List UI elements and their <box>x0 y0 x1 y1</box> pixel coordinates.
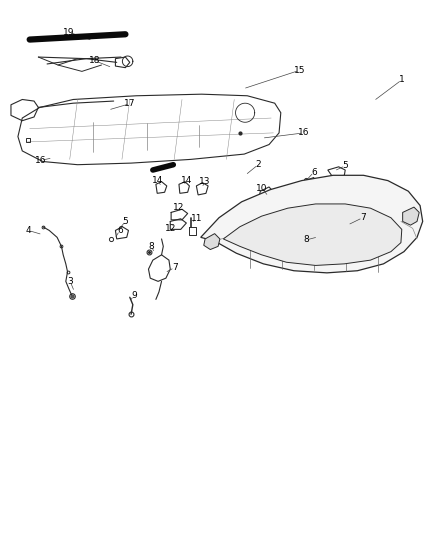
Polygon shape <box>403 207 419 225</box>
Text: 14: 14 <box>181 176 192 185</box>
Text: 19: 19 <box>63 28 74 37</box>
Text: 13: 13 <box>199 177 211 186</box>
Text: 15: 15 <box>294 66 305 75</box>
Text: 12: 12 <box>173 203 185 212</box>
Text: 9: 9 <box>131 291 137 300</box>
Text: 16: 16 <box>298 128 310 138</box>
Text: 18: 18 <box>89 56 101 65</box>
Text: 3: 3 <box>67 277 73 286</box>
Text: 5: 5 <box>123 217 128 226</box>
Polygon shape <box>223 204 402 265</box>
Text: 5: 5 <box>343 161 348 170</box>
Text: 10: 10 <box>256 183 268 192</box>
Text: 4: 4 <box>25 226 31 235</box>
Text: 2: 2 <box>255 160 261 169</box>
Text: 6: 6 <box>117 226 123 235</box>
Text: 16: 16 <box>35 156 46 165</box>
Polygon shape <box>204 233 220 249</box>
Text: 1: 1 <box>399 75 405 84</box>
Text: 11: 11 <box>191 214 202 223</box>
Text: 14: 14 <box>152 176 164 185</box>
Text: 8: 8 <box>303 236 309 245</box>
Text: 8: 8 <box>148 242 155 251</box>
Text: 6: 6 <box>311 167 317 176</box>
Text: 17: 17 <box>124 99 135 108</box>
Polygon shape <box>201 175 423 273</box>
Text: 12: 12 <box>166 224 177 233</box>
Text: 7: 7 <box>360 213 365 222</box>
Text: 7: 7 <box>172 263 177 272</box>
